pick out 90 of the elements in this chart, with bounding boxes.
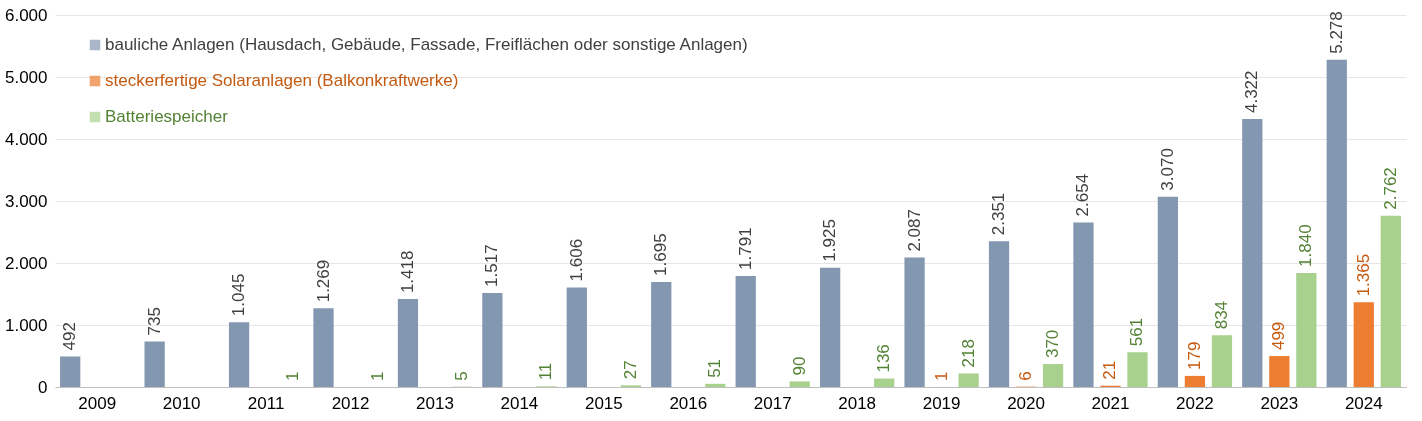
bar bbox=[482, 292, 503, 387]
data-label: 11 bbox=[536, 362, 556, 381]
bar bbox=[1042, 364, 1064, 387]
bar bbox=[789, 381, 810, 387]
x-tick-label: 2012 bbox=[331, 393, 370, 413]
bar bbox=[1296, 272, 1317, 387]
data-label: 370 bbox=[1043, 329, 1063, 359]
data-label: 5.278 bbox=[1326, 11, 1346, 54]
bar bbox=[1073, 222, 1094, 387]
data-label: 6 bbox=[1016, 371, 1036, 381]
bar bbox=[1184, 375, 1206, 387]
bar bbox=[1326, 59, 1347, 387]
data-label: 1.269 bbox=[313, 259, 333, 303]
bar bbox=[1157, 196, 1179, 387]
y-tick-label: 2.000 bbox=[4, 253, 48, 273]
data-label: 218 bbox=[958, 339, 978, 368]
x-tick-label: 2017 bbox=[753, 393, 792, 413]
legend-label: Batteriespeicher bbox=[105, 107, 229, 126]
x-tick-label: 2023 bbox=[1260, 393, 1299, 413]
data-label: 499 bbox=[1269, 321, 1289, 351]
bar bbox=[904, 257, 925, 387]
data-label: 136 bbox=[874, 344, 894, 373]
data-label: 51 bbox=[705, 358, 725, 378]
bar bbox=[1127, 352, 1148, 387]
y-tick-label: 6.000 bbox=[4, 5, 48, 25]
bar bbox=[1242, 119, 1263, 387]
bar bbox=[1211, 335, 1233, 387]
x-tick-label: 2019 bbox=[922, 393, 961, 413]
bar bbox=[1353, 302, 1374, 387]
data-label: 561 bbox=[1127, 317, 1147, 347]
bar bbox=[958, 373, 979, 387]
x-tick-label: 2014 bbox=[500, 393, 539, 413]
y-tick-label: 5.000 bbox=[4, 67, 48, 87]
data-label: 2.762 bbox=[1380, 167, 1400, 210]
data-label: 3.070 bbox=[1157, 148, 1177, 191]
data-label: 2.087 bbox=[904, 209, 924, 252]
data-label: 2.351 bbox=[989, 192, 1009, 236]
legend-label: bauliche Anlagen (Hausdach, Gebäude, Fassade, Freiflächen oder sonstige Anlagen) bbox=[105, 35, 748, 54]
data-label: 5 bbox=[451, 371, 471, 381]
data-label: 1.606 bbox=[566, 238, 586, 282]
bar bbox=[705, 383, 726, 387]
data-label: 27 bbox=[620, 360, 640, 380]
bar bbox=[874, 378, 895, 387]
x-tick-label: 2009 bbox=[78, 393, 117, 413]
data-label: 1.365 bbox=[1353, 253, 1373, 297]
bar bbox=[1269, 356, 1290, 387]
x-tick-label: 2021 bbox=[1091, 393, 1130, 413]
bar bbox=[1380, 215, 1401, 387]
data-label: 1.695 bbox=[651, 233, 671, 276]
data-label: 1 bbox=[283, 371, 303, 381]
y-tick-label: 4.000 bbox=[4, 129, 48, 149]
y-tick-label: 3.000 bbox=[4, 191, 48, 211]
data-label: 4.322 bbox=[1242, 70, 1262, 114]
y-tick-label: 1.000 bbox=[4, 315, 48, 335]
x-tick-label: 2024 bbox=[1344, 393, 1383, 413]
legend-label: steckerfertige Solaranlagen (Balkonkraftwerke) bbox=[105, 71, 459, 90]
data-label: 21 bbox=[1100, 360, 1120, 380]
data-label: 1.418 bbox=[397, 250, 417, 294]
bar bbox=[988, 241, 1010, 387]
bar bbox=[820, 267, 841, 387]
data-label: 2.654 bbox=[1073, 173, 1093, 217]
data-label: 1.925 bbox=[820, 219, 840, 262]
data-label: 1.840 bbox=[1296, 224, 1316, 267]
x-tick-label: 2015 bbox=[584, 393, 623, 413]
x-tick-label: 2013 bbox=[416, 393, 454, 413]
bar bbox=[566, 287, 587, 387]
data-label: 1 bbox=[367, 371, 387, 381]
x-tick-label: 2018 bbox=[838, 393, 877, 413]
data-label: 90 bbox=[789, 356, 809, 376]
x-tick-label: 2022 bbox=[1175, 393, 1214, 413]
bar bbox=[735, 275, 756, 387]
data-label: 1.517 bbox=[482, 244, 502, 287]
data-label: 1 bbox=[931, 371, 951, 381]
bar bbox=[144, 341, 165, 387]
y-tick-label: 0 bbox=[38, 377, 48, 397]
bar bbox=[651, 281, 672, 387]
data-label: 492 bbox=[60, 322, 80, 351]
x-tick-label: 2016 bbox=[669, 393, 708, 413]
bar bbox=[313, 308, 334, 387]
x-tick-label: 2011 bbox=[247, 393, 285, 413]
bar bbox=[60, 356, 81, 387]
data-label: 1.045 bbox=[229, 273, 249, 317]
x-tick-label: 2010 bbox=[162, 393, 201, 413]
data-label: 735 bbox=[144, 307, 164, 336]
data-label: 834 bbox=[1211, 300, 1231, 330]
data-label: 179 bbox=[1184, 341, 1204, 370]
bar bbox=[397, 299, 419, 387]
x-tick-label: 2020 bbox=[1007, 393, 1045, 413]
bar bbox=[228, 322, 250, 387]
data-label: 1.791 bbox=[735, 227, 755, 270]
